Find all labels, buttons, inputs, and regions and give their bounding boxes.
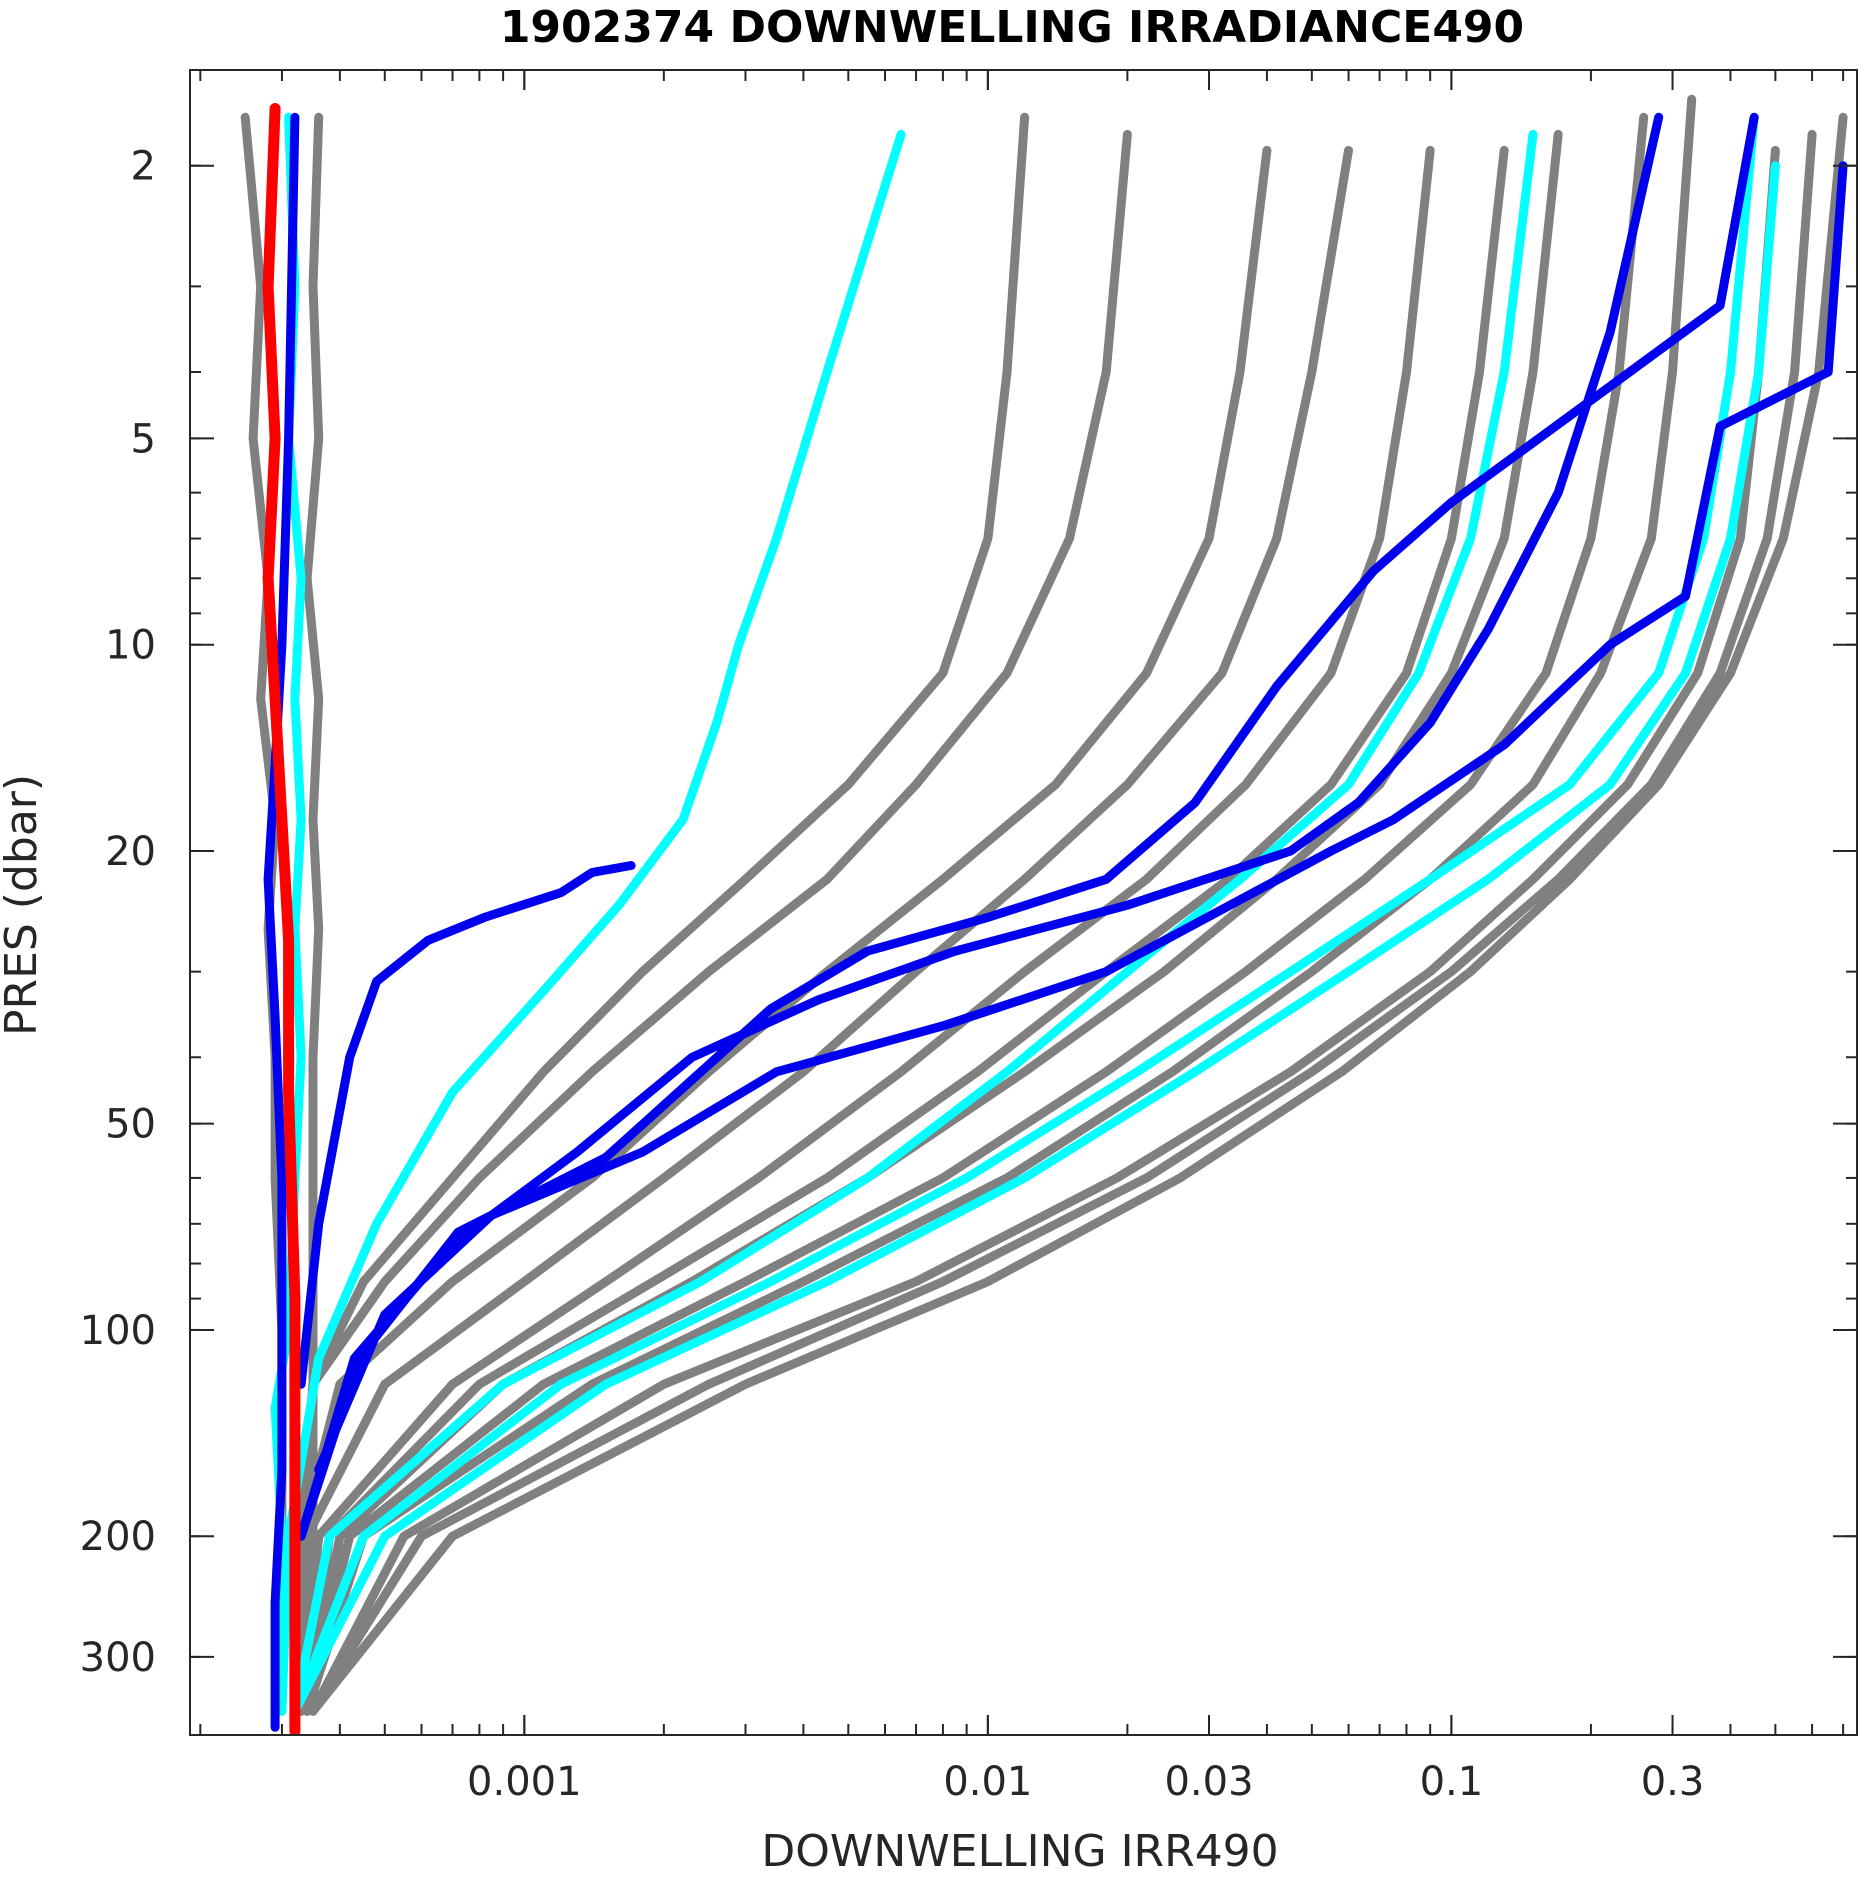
y-tick-label: 20 <box>105 829 156 875</box>
y-tick-label: 200 <box>80 1514 156 1560</box>
series-line-gray-9 <box>308 129 1817 1716</box>
y-tick-label: 50 <box>105 1102 156 1148</box>
series-line-gray-10 <box>308 112 1848 1716</box>
axes-layer: 0.001 0.01 0.03 0.1 0.3 2 5 10 20 50 100 200 300 <box>80 69 1858 1805</box>
series-line-gray-7 <box>302 112 1649 1716</box>
series-line-blue-19 <box>263 112 300 1732</box>
chart-title: 1902374 DOWNWELLING IRRADIANCE490 <box>500 2 1524 53</box>
series-line-blue-23 <box>296 861 636 1389</box>
series-line-cyan-15 <box>290 129 1538 1716</box>
series-line-gray-8 <box>302 94 1697 1716</box>
y-tick-label: 100 <box>80 1308 156 1354</box>
series-line-cyan-16 <box>290 112 1759 1716</box>
y-tick-label: 2 <box>131 144 156 190</box>
x-tick-label: 0.03 <box>1164 1759 1253 1805</box>
y-tick-label: 10 <box>105 623 156 669</box>
series-line-cyan-14 <box>277 129 906 1716</box>
series-line-blue-20 <box>296 112 1664 1541</box>
y-tick-label: 5 <box>131 416 156 462</box>
y-tick-label: 300 <box>80 1635 156 1681</box>
series-line-red-24 <box>262 103 301 1735</box>
y-axis-label: PRES (dbar) <box>0 774 47 1036</box>
series-line-cyan-17 <box>290 161 1780 1716</box>
x-tick-label: 0.001 <box>467 1759 582 1805</box>
plot-frame <box>189 69 1858 1736</box>
series-line-gray-4 <box>296 145 1435 1716</box>
series-line-gray-11 <box>308 145 1780 1716</box>
series-line-gray-5 <box>302 145 1509 1716</box>
x-axis-label: DOWNWELLING IRR490 <box>761 1826 1278 1877</box>
x-tick-label: 0.01 <box>943 1759 1032 1805</box>
series-line-gray-3 <box>296 145 1353 1716</box>
series-line-gray-13 <box>302 112 324 1716</box>
series-layer <box>240 94 1848 1735</box>
series-line-blue-22 <box>314 161 1848 1475</box>
x-tick-label: 0.1 <box>1420 1759 1484 1805</box>
x-tick-label: 0.3 <box>1641 1759 1705 1805</box>
